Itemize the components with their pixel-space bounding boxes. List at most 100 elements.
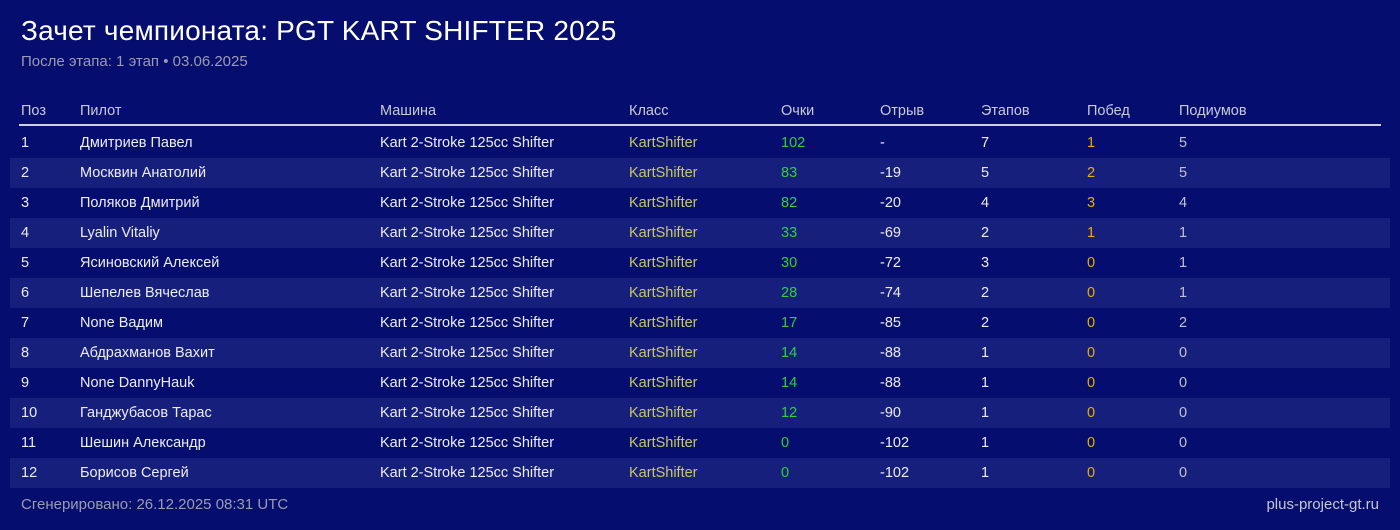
cell-class: KartShifter	[629, 375, 698, 391]
cell-podiums: 5	[1179, 135, 1188, 151]
table-row: 5 Ясиновский Алексей Kart 2-Stroke 125cc…	[10, 248, 1390, 278]
cell-stages: 2	[981, 315, 990, 331]
cell-car: Kart 2-Stroke 125cc Shifter	[380, 165, 555, 181]
cell-wins: 0	[1087, 255, 1096, 271]
cell-pilot: Lyalin Vitaliy	[80, 225, 160, 241]
table-row: 9 None DannyHauk Kart 2-Stroke 125cc Shi…	[10, 368, 1390, 398]
col-header-points: Очки	[781, 102, 815, 119]
cell-podiums: 4	[1179, 195, 1188, 211]
cell-position: 9	[21, 375, 30, 391]
cell-position: 10	[21, 405, 38, 421]
cell-class: KartShifter	[629, 135, 698, 151]
cell-car: Kart 2-Stroke 125cc Shifter	[380, 315, 555, 331]
cell-car: Kart 2-Stroke 125cc Shifter	[380, 195, 555, 211]
cell-points: 102	[781, 135, 806, 151]
table-row: 11 Шешин Александр Kart 2-Stroke 125cc S…	[10, 428, 1390, 458]
cell-car: Kart 2-Stroke 125cc Shifter	[380, 465, 555, 481]
cell-gap: -	[880, 135, 885, 151]
cell-car: Kart 2-Stroke 125cc Shifter	[380, 135, 555, 151]
cell-points: 82	[781, 195, 798, 211]
cell-points: 0	[781, 435, 790, 451]
cell-podiums: 0	[1179, 465, 1188, 481]
cell-class: KartShifter	[629, 255, 698, 271]
cell-car: Kart 2-Stroke 125cc Shifter	[380, 255, 555, 271]
cell-podiums: 0	[1179, 345, 1188, 361]
cell-wins: 0	[1087, 405, 1096, 421]
report-footer: Сгенерировано: 26.12.2025 08:31 UTC plus…	[21, 496, 1379, 513]
cell-points: 0	[781, 465, 790, 481]
cell-podiums: 0	[1179, 405, 1188, 421]
cell-class: KartShifter	[629, 195, 698, 211]
cell-gap: -90	[880, 405, 901, 421]
cell-car: Kart 2-Stroke 125cc Shifter	[380, 375, 555, 391]
report-header: Зачет чемпионата: PGT KART SHIFTER 2025 …	[0, 0, 1400, 71]
cell-gap: -102	[880, 435, 910, 451]
cell-class: KartShifter	[629, 225, 698, 241]
cell-podiums: 2	[1179, 315, 1188, 331]
standings-body: 1 Дмитриев Павел Kart 2-Stroke 125cc Shi…	[10, 128, 1390, 488]
cell-class: KartShifter	[629, 465, 698, 481]
cell-pilot: Ясиновский Алексей	[80, 255, 220, 271]
col-header-class: Класс	[629, 102, 669, 119]
cell-pilot: Абдрахманов Вахит	[80, 345, 215, 361]
page-subtitle: После этапа: 1 этап • 03.06.2025	[21, 53, 248, 70]
cell-gap: -88	[880, 375, 901, 391]
cell-wins: 0	[1087, 285, 1096, 301]
cell-position: 11	[21, 435, 37, 451]
cell-pilot: None Вадим	[80, 315, 163, 331]
table-row: 12 Борисов Сергей Kart 2-Stroke 125cc Sh…	[10, 458, 1390, 488]
cell-position: 12	[21, 465, 38, 481]
cell-class: KartShifter	[629, 285, 698, 301]
cell-pilot: Ганджубасов Тарас	[80, 405, 212, 421]
cell-class: KartShifter	[629, 405, 698, 421]
site-watermark: plus-project-gt.ru	[1266, 496, 1379, 513]
cell-points: 17	[781, 315, 798, 331]
col-header-stages: Этапов	[981, 102, 1030, 119]
cell-wins: 1	[1087, 225, 1096, 241]
cell-gap: -88	[880, 345, 901, 361]
cell-class: KartShifter	[629, 435, 698, 451]
cell-points: 30	[781, 255, 798, 271]
cell-car: Kart 2-Stroke 125cc Shifter	[380, 435, 555, 451]
col-header-wins: Побед	[1087, 102, 1130, 119]
col-header-pilot: Пилот	[80, 102, 122, 119]
cell-position: 1	[21, 135, 30, 151]
cell-pilot: Москвин Анатолий	[80, 165, 207, 181]
cell-position: 8	[21, 345, 30, 361]
cell-position: 7	[21, 315, 30, 331]
cell-gap: -102	[880, 465, 910, 481]
table-row: 1 Дмитриев Павел Kart 2-Stroke 125cc Shi…	[10, 128, 1390, 158]
cell-gap: -74	[880, 285, 901, 301]
cell-position: 6	[21, 285, 30, 301]
cell-stages: 3	[981, 255, 990, 271]
cell-podiums: 1	[1179, 255, 1188, 271]
cell-points: 28	[781, 285, 798, 301]
standings-table: Поз Пилот Машина Класс Очки Отрыв Этапов…	[10, 97, 1390, 488]
cell-pilot: Шешин Александр	[80, 435, 206, 451]
cell-stages: 1	[981, 345, 990, 361]
cell-position: 5	[21, 255, 30, 271]
cell-podiums: 1	[1179, 285, 1188, 301]
cell-car: Kart 2-Stroke 125cc Shifter	[380, 345, 555, 361]
cell-gap: -69	[880, 225, 901, 241]
col-header-position: Поз	[21, 102, 46, 119]
cell-pilot: Дмитриев Павел	[80, 135, 193, 151]
cell-position: 2	[21, 165, 30, 181]
cell-stages: 2	[981, 285, 990, 301]
cell-wins: 0	[1087, 345, 1096, 361]
cell-podiums: 0	[1179, 435, 1188, 451]
col-header-car: Машина	[380, 102, 437, 119]
cell-stages: 1	[981, 465, 990, 481]
table-row: 7 None Вадим Kart 2-Stroke 125cc Shifter…	[10, 308, 1390, 338]
cell-stages: 1	[981, 435, 990, 451]
cell-wins: 0	[1087, 435, 1096, 451]
cell-podiums: 0	[1179, 375, 1188, 391]
cell-podiums: 5	[1179, 165, 1188, 181]
page-title: Зачет чемпионата: PGT KART SHIFTER 2025	[21, 15, 617, 46]
cell-pilot: Шепелев Вячеслав	[80, 285, 210, 301]
cell-gap: -19	[880, 165, 901, 181]
cell-pilot: Борисов Сергей	[80, 465, 189, 481]
cell-class: KartShifter	[629, 165, 698, 181]
cell-points: 33	[781, 225, 798, 241]
